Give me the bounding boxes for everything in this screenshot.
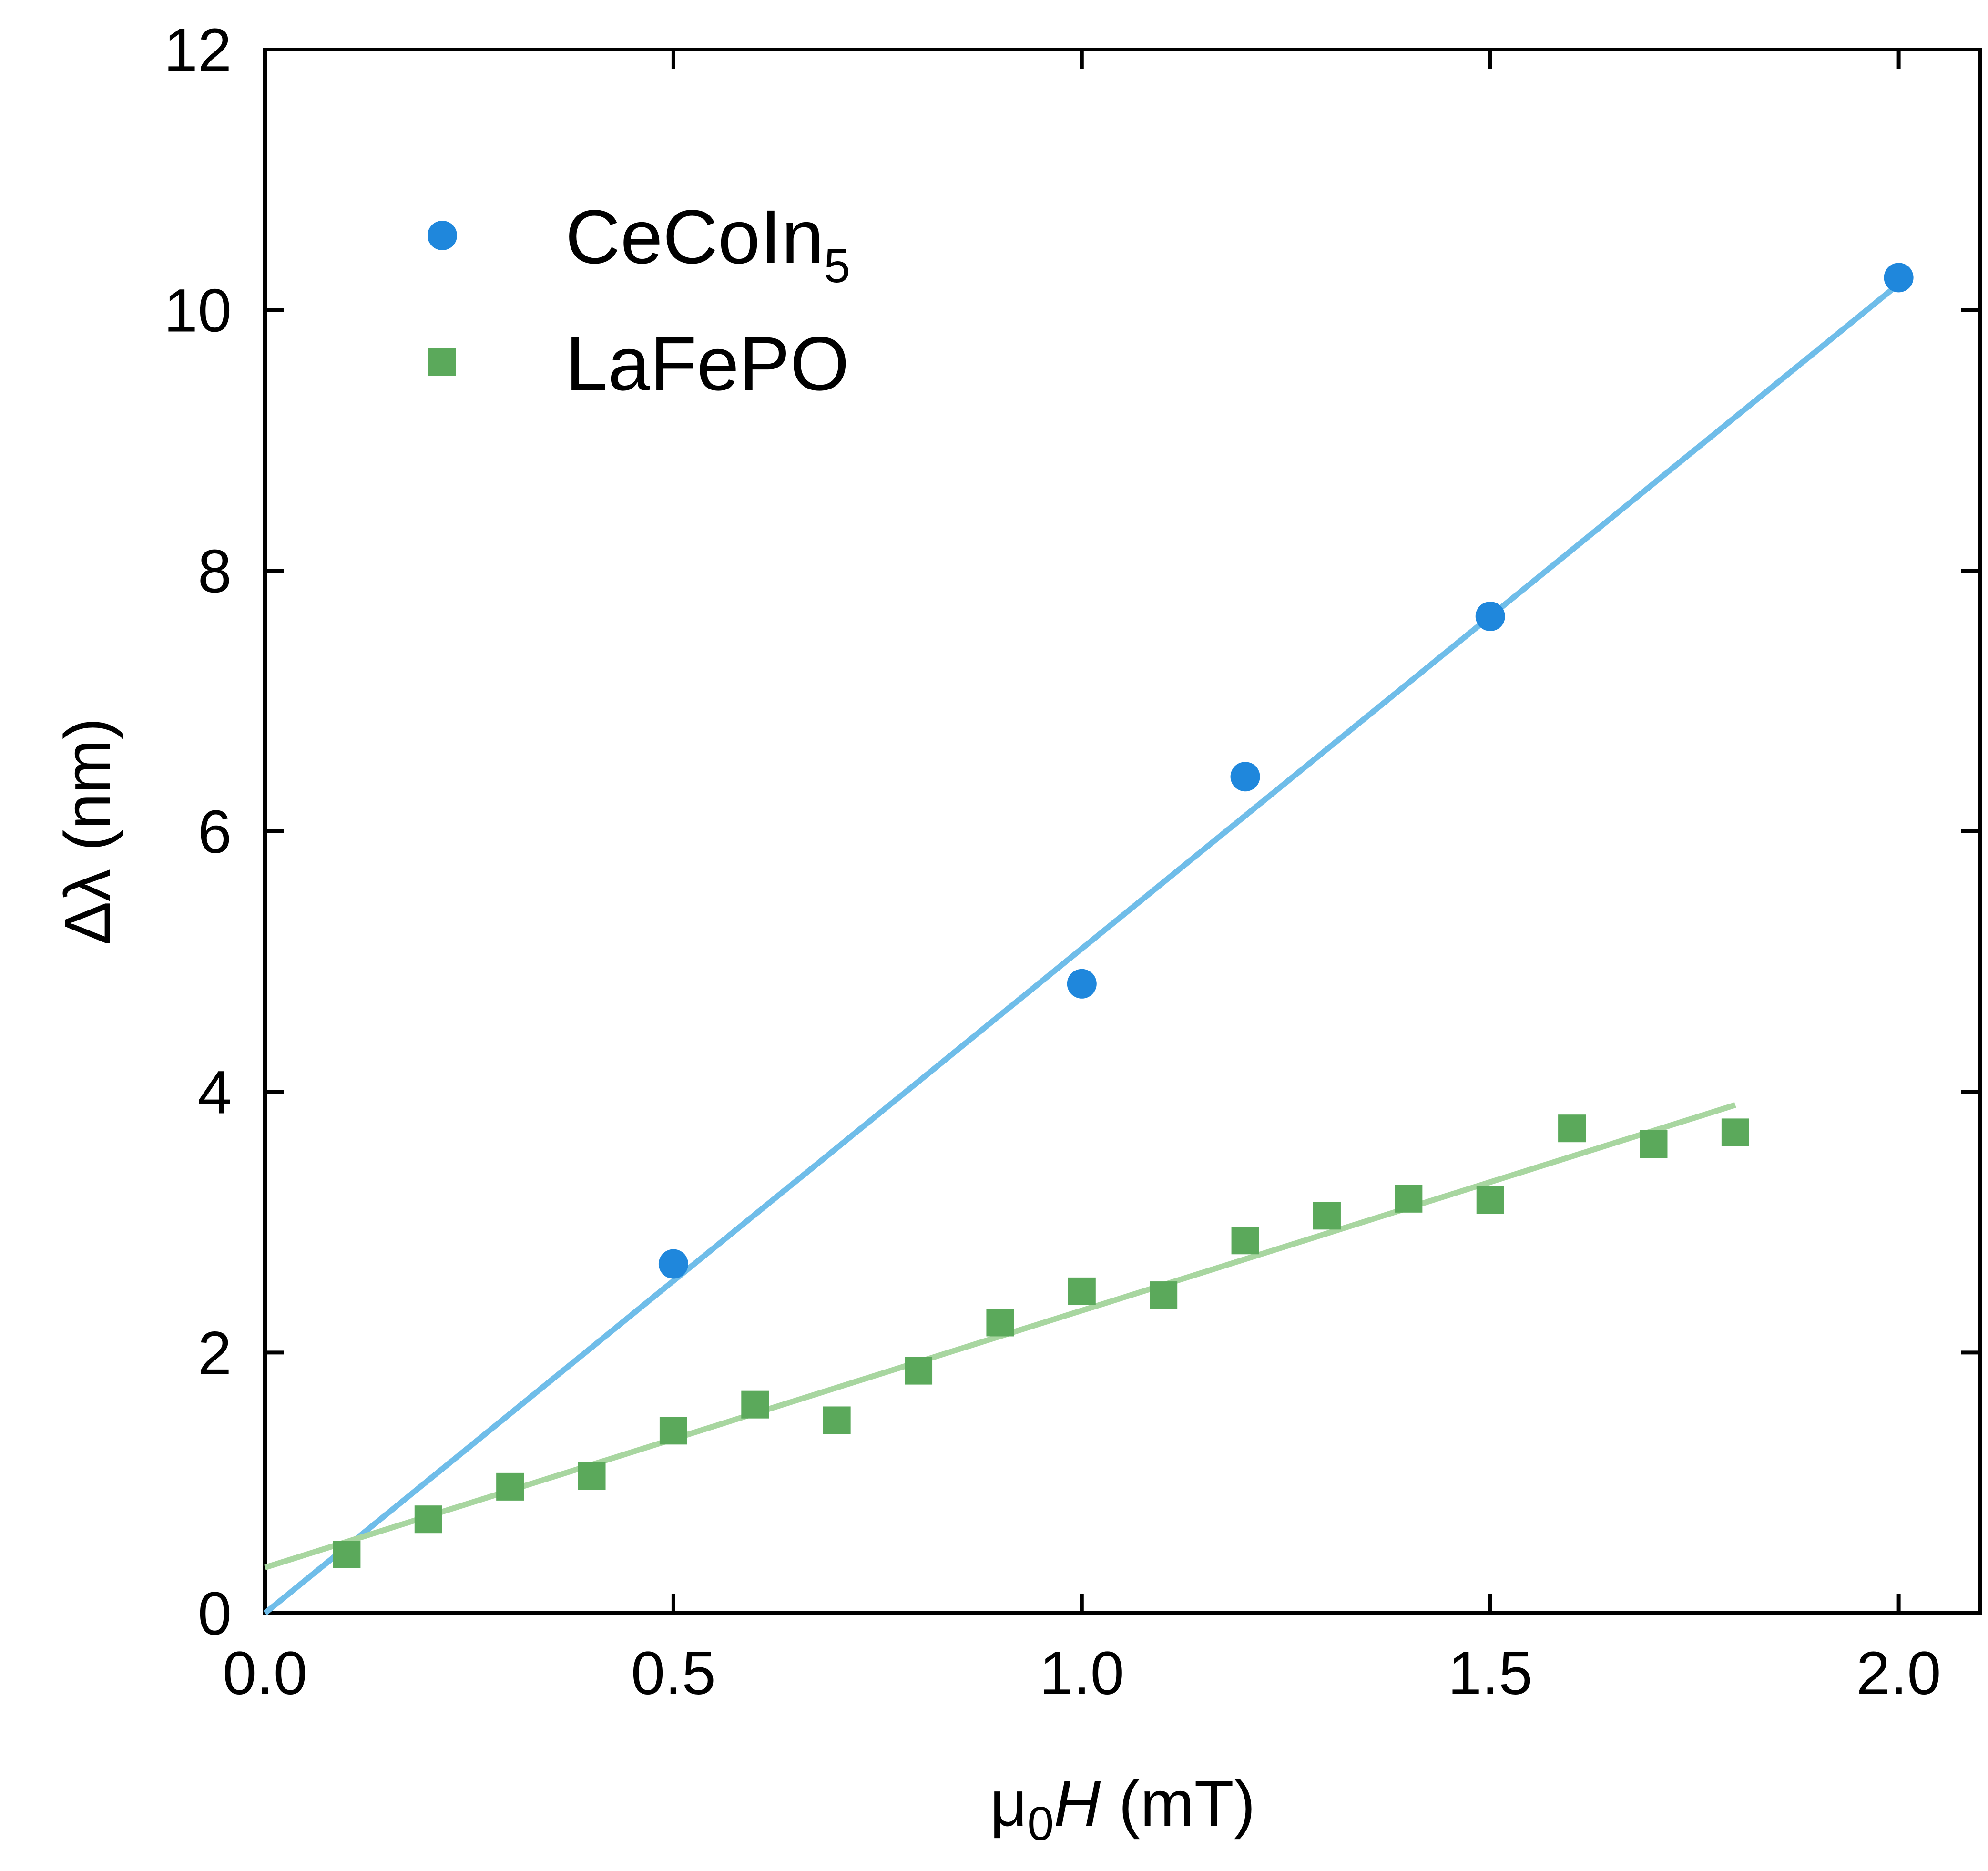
data-point-cecoin	[1475, 602, 1505, 631]
legend-label-cecoin: CeCoIn5	[565, 194, 850, 293]
legend-label-text: LaFePO	[565, 321, 849, 406]
legend-label-subscript: 5	[824, 239, 851, 293]
data-point-lafepo	[414, 1505, 442, 1534]
y-tick-label: 12	[164, 16, 232, 84]
legend: CeCoIn5 LaFePO	[428, 194, 850, 406]
data-point-cecoin	[658, 1249, 688, 1279]
data-point-lafepo	[1150, 1281, 1178, 1309]
x-axis-label-unit: (mT)	[1101, 1767, 1255, 1840]
legend-label-text: CeCoIn	[565, 194, 824, 279]
data-points-layer	[333, 263, 1914, 1568]
y-tick-label: 4	[198, 1059, 232, 1127]
data-point-lafepo	[986, 1309, 1014, 1337]
y-tick-label: 2	[198, 1319, 232, 1387]
legend-label-lafepo: LaFePO	[565, 321, 849, 406]
x-axis-label-variable: H	[1054, 1767, 1101, 1840]
x-tick-label: 2.0	[1856, 1639, 1941, 1707]
data-point-cecoin	[1230, 762, 1260, 792]
ticks-layer: 0.0 0.5 1.0 1.5 2.0 0 2 4 6 8 10 12	[164, 16, 1980, 1707]
y-axis-label: Δλ (nm)	[51, 718, 123, 945]
legend-marker-cecoin	[428, 221, 457, 250]
data-point-lafepo	[496, 1472, 524, 1501]
fit-lines-layer	[263, 282, 1901, 1615]
x-tick-label: 0.0	[223, 1639, 307, 1707]
data-point-lafepo	[741, 1390, 769, 1419]
fit-line-cecoin	[263, 282, 1901, 1615]
data-point-lafepo	[333, 1541, 361, 1568]
y-tick-label: 10	[164, 277, 232, 345]
data-point-lafepo	[905, 1357, 933, 1385]
data-point-lafepo	[1231, 1227, 1259, 1255]
data-point-lafepo	[1640, 1130, 1668, 1158]
x-tick-label: 0.5	[631, 1639, 716, 1707]
y-tick-label: 6	[198, 798, 232, 866]
x-axis-label-symbol: μ	[990, 1767, 1027, 1840]
data-point-cecoin	[1884, 263, 1914, 293]
data-point-lafepo	[578, 1462, 606, 1490]
plot-frame-layer	[263, 48, 1982, 1615]
axis-labels: Δλ (nm) μ0H (mT)	[51, 718, 1255, 1851]
data-point-lafepo	[1476, 1186, 1504, 1214]
data-point-cecoin	[1067, 969, 1097, 999]
plot-frame	[263, 48, 1982, 1615]
data-point-lafepo	[823, 1406, 851, 1434]
data-point-lafepo	[1558, 1114, 1586, 1143]
x-tick-label: 1.0	[1040, 1639, 1124, 1707]
data-point-lafepo	[659, 1417, 687, 1445]
y-tick-label: 8	[198, 537, 232, 605]
x-axis-label-subscript: 0	[1027, 1797, 1054, 1851]
data-point-lafepo	[1313, 1202, 1341, 1230]
x-axis-label: μ0H (mT)	[990, 1767, 1255, 1851]
data-point-lafepo	[1721, 1118, 1749, 1146]
x-tick-label: 1.5	[1448, 1639, 1533, 1707]
legend-marker-lafepo	[428, 348, 456, 376]
y-tick-label: 0	[198, 1580, 232, 1648]
data-point-lafepo	[1395, 1185, 1423, 1213]
data-point-lafepo	[1068, 1277, 1096, 1305]
